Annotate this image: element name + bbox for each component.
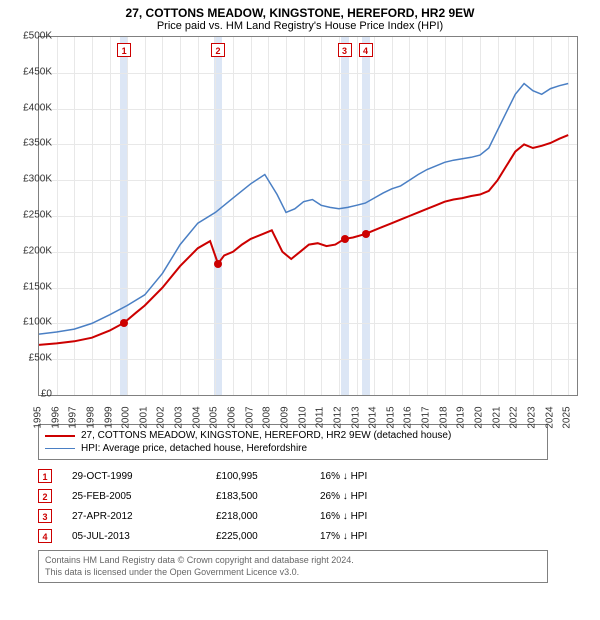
sale-marker: 1 <box>117 43 131 57</box>
x-axis-label: 2011 <box>315 407 326 429</box>
chart-area: 1234 £0£50K£100K£150K£200K£250K£300K£350… <box>38 36 598 416</box>
x-axis-label: 2022 <box>509 406 520 428</box>
x-axis-label: 2020 <box>473 406 484 428</box>
sale-price: £183,500 <box>216 491 316 502</box>
y-axis-label: £50K <box>29 353 52 364</box>
x-axis-label: 2000 <box>121 406 132 428</box>
x-axis-label: 1996 <box>50 406 61 428</box>
x-axis-label: 2023 <box>526 406 537 428</box>
x-axis-label: 2024 <box>544 406 555 428</box>
x-axis-label: 2013 <box>350 406 361 428</box>
x-axis-label: 2012 <box>332 406 343 428</box>
footer-line-1: Contains HM Land Registry data © Crown c… <box>45 555 541 567</box>
sale-table: 1 29-OCT-1999 £100,995 16% ↓ HPI 2 25-FEB-200… <box>38 466 548 546</box>
sale-marker: 3 <box>338 43 352 57</box>
sale-pct: 17% ↓ HPI <box>320 531 440 542</box>
sale-idx: 2 <box>38 489 52 503</box>
sale-pct: 16% ↓ HPI <box>320 511 440 522</box>
sale-table-row: 1 29-OCT-1999 £100,995 16% ↓ HPI <box>38 466 548 486</box>
x-axis-label: 1998 <box>85 406 96 428</box>
y-axis-label: £450K <box>23 66 52 77</box>
footer-line-2: This data is licensed under the Open Gov… <box>45 567 541 579</box>
footer-attribution: Contains HM Land Registry data © Crown c… <box>38 550 548 583</box>
sale-table-row: 2 25-FEB-2005 £183,500 26% ↓ HPI <box>38 486 548 506</box>
x-axis-label: 2005 <box>209 406 220 428</box>
legend-label: 27, COTTONS MEADOW, KINGSTONE, HEREFORD,… <box>81 430 451 441</box>
y-axis-label: £100K <box>23 317 52 328</box>
x-axis-label: 1995 <box>33 406 44 428</box>
legend-row: HPI: Average price, detached house, Here… <box>45 442 541 455</box>
x-axis-label: 2021 <box>491 406 502 428</box>
y-axis-label: £500K <box>23 31 52 42</box>
x-axis-label: 2001 <box>138 406 149 428</box>
x-axis-label: 2025 <box>562 406 573 428</box>
x-axis-label: 2014 <box>368 406 379 428</box>
legend-box: 27, COTTONS MEADOW, KINGSTONE, HEREFORD,… <box>38 424 548 460</box>
sale-price: £225,000 <box>216 531 316 542</box>
line-series-svg <box>39 37 577 395</box>
sale-pct: 16% ↓ HPI <box>320 471 440 482</box>
x-axis-label: 2016 <box>403 406 414 428</box>
sale-table-row: 3 27-APR-2012 £218,000 16% ↓ HPI <box>38 506 548 526</box>
sale-price: £100,995 <box>216 471 316 482</box>
sale-point <box>341 235 349 243</box>
y-axis-label: £300K <box>23 174 52 185</box>
x-axis-label: 2003 <box>174 406 185 428</box>
chart-container: 27, COTTONS MEADOW, KINGSTONE, HEREFORD,… <box>0 0 600 620</box>
legend-label: HPI: Average price, detached house, Here… <box>81 443 307 454</box>
x-axis-label: 2010 <box>297 406 308 428</box>
sale-date: 27-APR-2012 <box>72 511 212 522</box>
series-hpi <box>39 84 568 335</box>
x-axis-label: 2015 <box>385 406 396 428</box>
x-axis-label: 2017 <box>421 406 432 428</box>
sale-marker: 2 <box>211 43 225 57</box>
y-axis-label: £200K <box>23 245 52 256</box>
sale-date: 05-JUL-2013 <box>72 531 212 542</box>
sale-point <box>362 230 370 238</box>
sale-date: 29-OCT-1999 <box>72 471 212 482</box>
chart-title: 27, COTTONS MEADOW, KINGSTONE, HEREFORD,… <box>0 0 600 20</box>
sale-idx: 1 <box>38 469 52 483</box>
plot-area: 1 2 34 <box>38 36 578 396</box>
sale-idx: 3 <box>38 509 52 523</box>
legend-swatch <box>45 435 75 437</box>
sale-date: 25-FEB-2005 <box>72 491 212 502</box>
y-axis-label: £350K <box>23 138 52 149</box>
x-axis-label: 2002 <box>156 406 167 428</box>
legend-swatch <box>45 448 75 449</box>
x-axis-label: 1997 <box>68 406 79 428</box>
sale-marker: 4 <box>359 43 373 57</box>
x-axis-label: 1999 <box>103 406 114 428</box>
sale-price: £218,000 <box>216 511 316 522</box>
sale-pct: 26% ↓ HPI <box>320 491 440 502</box>
sale-point <box>214 260 222 268</box>
y-axis-label: £400K <box>23 102 52 113</box>
legend-row: 27, COTTONS MEADOW, KINGSTONE, HEREFORD,… <box>45 429 541 442</box>
x-axis-label: 2007 <box>244 406 255 428</box>
sale-idx: 4 <box>38 529 52 543</box>
x-axis-label: 2009 <box>279 406 290 428</box>
chart-subtitle: Price paid vs. HM Land Registry's House … <box>0 20 600 36</box>
series-property <box>39 135 568 345</box>
x-axis-label: 2008 <box>262 406 273 428</box>
y-axis-label: £150K <box>23 281 52 292</box>
x-axis-label: 2004 <box>191 406 202 428</box>
sale-point <box>120 319 128 327</box>
x-axis-label: 2006 <box>227 406 238 428</box>
sale-table-row: 4 05-JUL-2013 £225,000 17% ↓ HPI <box>38 526 548 546</box>
y-axis-label: £250K <box>23 210 52 221</box>
x-axis-label: 2019 <box>456 406 467 428</box>
y-axis-label: £0 <box>41 389 52 400</box>
x-axis-label: 2018 <box>438 406 449 428</box>
